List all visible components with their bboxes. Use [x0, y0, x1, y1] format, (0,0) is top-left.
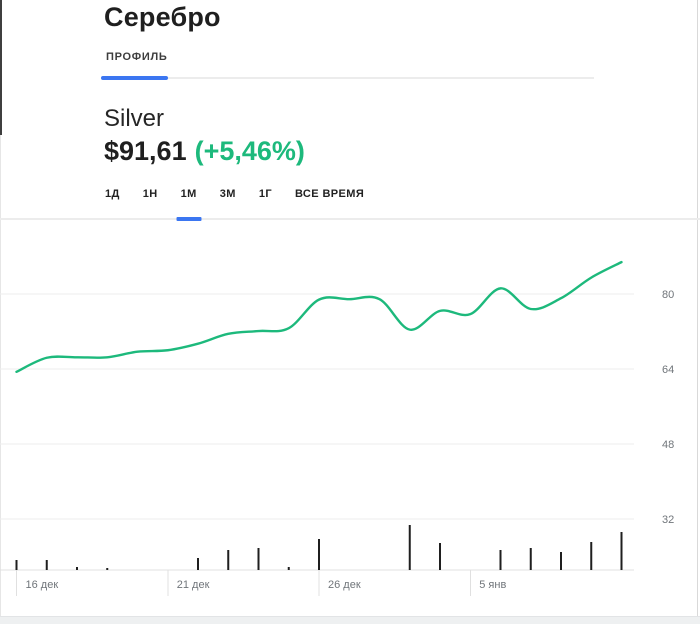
svg-text:64: 64	[662, 364, 674, 376]
range-tabs: 1Д 1Н 1М 3М 1Г ВСЕ ВРЕМЯ	[105, 188, 364, 200]
price-line-series	[15, 260, 623, 374]
range-tab-1m[interactable]: 1М	[180, 188, 197, 200]
volume-bars	[15, 525, 623, 570]
page-title: Серебро	[104, 2, 221, 32]
svg-text:48: 48	[662, 439, 674, 451]
range-tab-1w[interactable]: 1Н	[142, 188, 158, 200]
price-value: $91,61	[104, 136, 187, 166]
tab-bar-track	[102, 77, 594, 79]
price-chart[interactable]: 80 64 48 32 16 дек 21 дек 26 дек 5 янв	[0, 222, 700, 624]
range-tab-all[interactable]: ВСЕ ВРЕМЯ	[294, 188, 365, 200]
right-border	[697, 0, 698, 624]
range-tab-1d[interactable]: 1Д	[105, 188, 120, 200]
range-tab-3m[interactable]: 3М	[219, 188, 236, 200]
price-change: (+5,46%)	[194, 136, 305, 166]
range-tab-1y[interactable]: 1Г	[258, 188, 272, 200]
y-axis-labels: 80 64 48 32	[662, 289, 674, 526]
svg-text:16 дек: 16 дек	[26, 579, 59, 591]
x-axis: 16 дек 21 дек 26 дек 5 янв	[0, 569, 634, 596]
section-divider	[0, 218, 700, 220]
scrollbar-thumb[interactable]	[0, 0, 2, 135]
svg-text:26 дек: 26 дек	[328, 579, 361, 591]
active-tab-indicator	[101, 76, 168, 80]
tab-profile[interactable]: ПРОФИЛЬ	[106, 51, 168, 63]
instrument-price-row: $91,61 (+5,46%)	[104, 136, 305, 167]
next-section-strip	[0, 616, 700, 624]
svg-text:21 дек: 21 дек	[177, 579, 210, 591]
gridlines	[0, 293, 634, 520]
price-chart-canvas[interactable]: 80 64 48 32 16 дек 21 дек 26 дек 5 янв	[0, 222, 700, 624]
svg-text:32: 32	[662, 514, 674, 526]
svg-text:80: 80	[662, 289, 674, 301]
svg-text:5 янв: 5 янв	[479, 579, 506, 591]
instrument-name: Silver	[104, 105, 165, 132]
left-border	[0, 0, 1, 624]
